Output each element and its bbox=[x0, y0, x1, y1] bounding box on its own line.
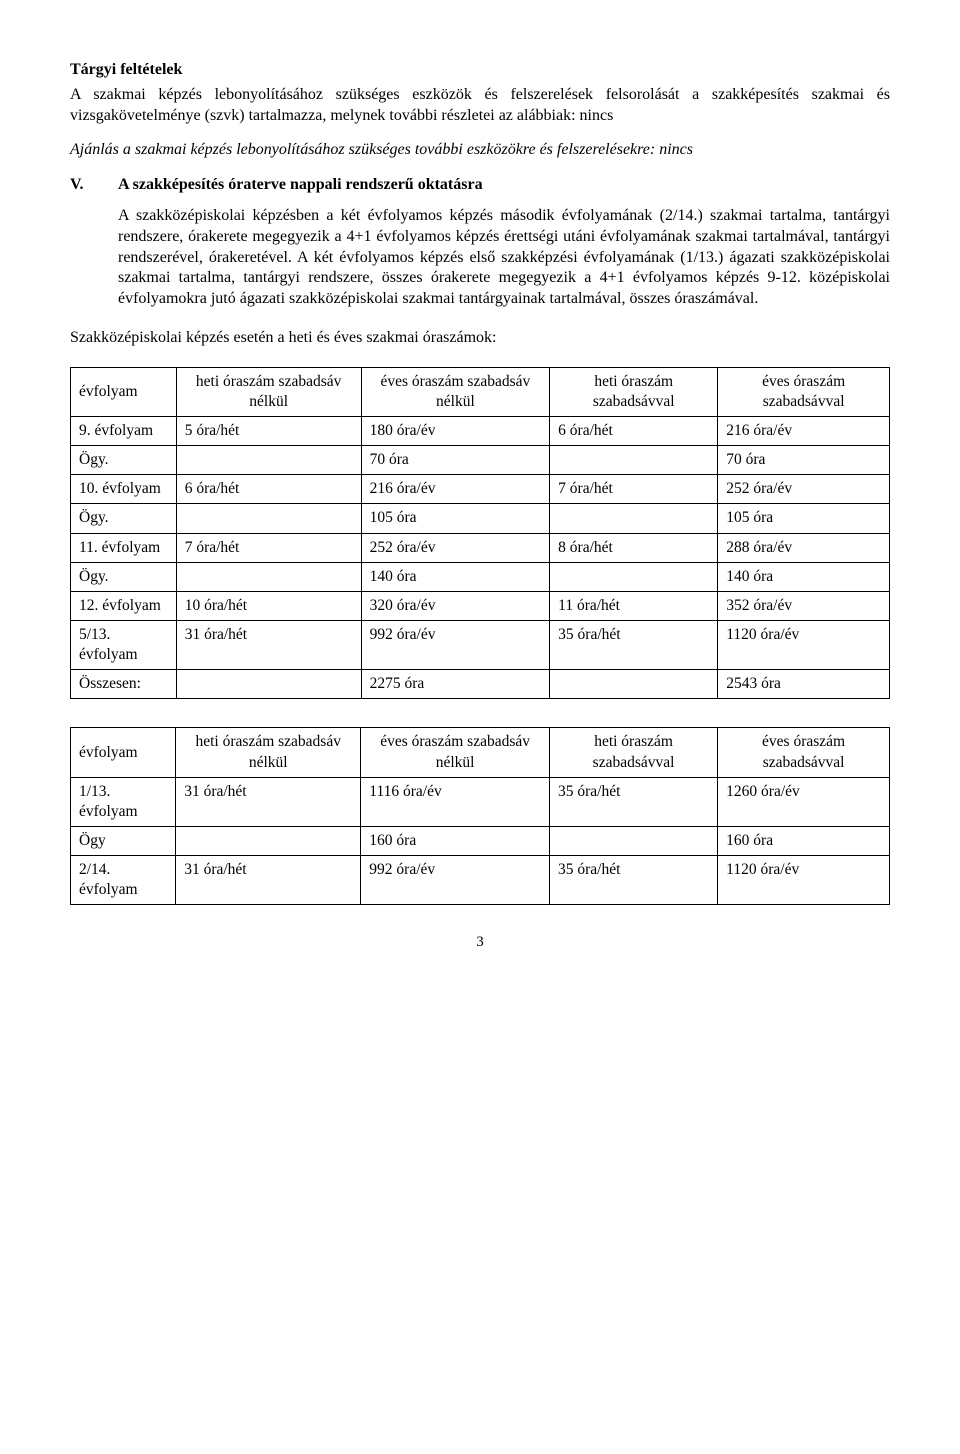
table-row: Összesen: 2275 óra 2543 óra bbox=[71, 670, 890, 699]
table-oraszamok-2: évfolyam heti óraszám szabadsáv nélkül é… bbox=[70, 727, 890, 905]
cell bbox=[176, 562, 361, 591]
cell: 992 óra/év bbox=[361, 621, 550, 670]
table-row: 11. évfolyam 7 óra/hét 252 óra/év 8 óra/… bbox=[71, 533, 890, 562]
cell: 12. évfolyam bbox=[71, 591, 177, 620]
cell bbox=[176, 504, 361, 533]
cell: 1120 óra/év bbox=[718, 856, 890, 905]
cell: 9. évfolyam bbox=[71, 417, 177, 446]
section-heading-targyi: Tárgyi feltételek bbox=[70, 60, 890, 81]
cell: 140 óra bbox=[361, 562, 550, 591]
cell: Ögy. bbox=[71, 504, 177, 533]
th-eves-nelkul: éves óraszám szabadsáv nélkül bbox=[361, 367, 550, 416]
cell: 2/14. évfolyam bbox=[71, 856, 176, 905]
cell: 352 óra/év bbox=[718, 591, 890, 620]
table-row: 2/14. évfolyam 31 óra/hét 992 óra/év 35 … bbox=[71, 856, 890, 905]
cell: 6 óra/hét bbox=[176, 475, 361, 504]
cell: 216 óra/év bbox=[718, 417, 890, 446]
page-number: 3 bbox=[70, 933, 890, 953]
cell: 11. évfolyam bbox=[71, 533, 177, 562]
cell bbox=[176, 446, 361, 475]
cell: 10. évfolyam bbox=[71, 475, 177, 504]
paragraph-2-italic: Ajánlás a szakmai képzés lebonyolításáho… bbox=[70, 140, 890, 161]
table-row: 9. évfolyam 5 óra/hét 180 óra/év 6 óra/h… bbox=[71, 417, 890, 446]
cell: 288 óra/év bbox=[718, 533, 890, 562]
cell: 2275 óra bbox=[361, 670, 550, 699]
th-evfolyam: évfolyam bbox=[71, 367, 177, 416]
cell: Ögy. bbox=[71, 562, 177, 591]
th-heti-val: heti óraszám szabadsávval bbox=[549, 728, 717, 777]
table-row: 10. évfolyam 6 óra/hét 216 óra/év 7 óra/… bbox=[71, 475, 890, 504]
cell: 7 óra/hét bbox=[550, 475, 718, 504]
table-row: évfolyam heti óraszám szabadsáv nélkül é… bbox=[71, 367, 890, 416]
cell: 992 óra/év bbox=[361, 856, 550, 905]
th-evfolyam: évfolyam bbox=[71, 728, 176, 777]
cell: 5/13. évfolyam bbox=[71, 621, 177, 670]
cell: 1/13. évfolyam bbox=[71, 777, 176, 826]
cell bbox=[176, 827, 361, 856]
paragraph-3: A szakközépiskolai képzésben a két évfol… bbox=[118, 206, 890, 310]
th-eves-val: éves óraszám szabadsávval bbox=[718, 728, 890, 777]
cell: 252 óra/év bbox=[361, 533, 550, 562]
cell: 160 óra bbox=[718, 827, 890, 856]
cell bbox=[550, 446, 718, 475]
cell: 1260 óra/év bbox=[718, 777, 890, 826]
subheading-tables: Szakközépiskolai képzés esetén a heti és… bbox=[70, 328, 890, 349]
table-row: Ögy. 105 óra 105 óra bbox=[71, 504, 890, 533]
cell: Összesen: bbox=[71, 670, 177, 699]
table-row: évfolyam heti óraszám szabadsáv nélkül é… bbox=[71, 728, 890, 777]
cell: 35 óra/hét bbox=[549, 856, 717, 905]
cell: 10 óra/hét bbox=[176, 591, 361, 620]
cell: 2543 óra bbox=[718, 670, 890, 699]
th-heti-val: heti óraszám szabadsávval bbox=[550, 367, 718, 416]
cell: 216 óra/év bbox=[361, 475, 550, 504]
table-row: Ögy. 70 óra 70 óra bbox=[71, 446, 890, 475]
cell: 180 óra/év bbox=[361, 417, 550, 446]
paragraph-1: A szakmai képzés lebonyolításához szüksé… bbox=[70, 85, 890, 127]
cell: 320 óra/év bbox=[361, 591, 550, 620]
cell: 11 óra/hét bbox=[550, 591, 718, 620]
cell: Ögy bbox=[71, 827, 176, 856]
cell bbox=[176, 670, 361, 699]
cell: 7 óra/hét bbox=[176, 533, 361, 562]
cell: Ögy. bbox=[71, 446, 177, 475]
cell: 31 óra/hét bbox=[176, 856, 361, 905]
cell: 252 óra/év bbox=[718, 475, 890, 504]
cell: 160 óra bbox=[361, 827, 550, 856]
cell: 35 óra/hét bbox=[549, 777, 717, 826]
cell bbox=[549, 827, 717, 856]
table-row: Ögy 160 óra 160 óra bbox=[71, 827, 890, 856]
cell: 140 óra bbox=[718, 562, 890, 591]
table-row: 1/13. évfolyam 31 óra/hét 1116 óra/év 35… bbox=[71, 777, 890, 826]
table-row: 12. évfolyam 10 óra/hét 320 óra/év 11 ór… bbox=[71, 591, 890, 620]
cell bbox=[550, 670, 718, 699]
cell: 35 óra/hét bbox=[550, 621, 718, 670]
section-v-number: V. bbox=[70, 175, 118, 196]
cell: 105 óra bbox=[361, 504, 550, 533]
section-v-row: V. A szakképesítés óraterve nappali rend… bbox=[70, 175, 890, 196]
cell: 105 óra bbox=[718, 504, 890, 533]
section-v-title: A szakképesítés óraterve nappali rendsze… bbox=[118, 175, 890, 196]
cell bbox=[550, 504, 718, 533]
cell: 31 óra/hét bbox=[176, 621, 361, 670]
table-oraszamok-1: évfolyam heti óraszám szabadsáv nélkül é… bbox=[70, 367, 890, 700]
th-heti-nelkul: heti óraszám szabadsáv nélkül bbox=[176, 367, 361, 416]
cell: 1116 óra/év bbox=[361, 777, 550, 826]
th-eves-nelkul: éves óraszám szabadsáv nélkül bbox=[361, 728, 550, 777]
th-eves-val: éves óraszám szabadsávval bbox=[718, 367, 890, 416]
cell: 8 óra/hét bbox=[550, 533, 718, 562]
cell: 6 óra/hét bbox=[550, 417, 718, 446]
cell: 5 óra/hét bbox=[176, 417, 361, 446]
cell: 31 óra/hét bbox=[176, 777, 361, 826]
cell: 70 óra bbox=[718, 446, 890, 475]
table-row: 5/13. évfolyam 31 óra/hét 992 óra/év 35 … bbox=[71, 621, 890, 670]
cell bbox=[550, 562, 718, 591]
table-row: Ögy. 140 óra 140 óra bbox=[71, 562, 890, 591]
th-heti-nelkul: heti óraszám szabadsáv nélkül bbox=[176, 728, 361, 777]
cell: 70 óra bbox=[361, 446, 550, 475]
cell: 1120 óra/év bbox=[718, 621, 890, 670]
